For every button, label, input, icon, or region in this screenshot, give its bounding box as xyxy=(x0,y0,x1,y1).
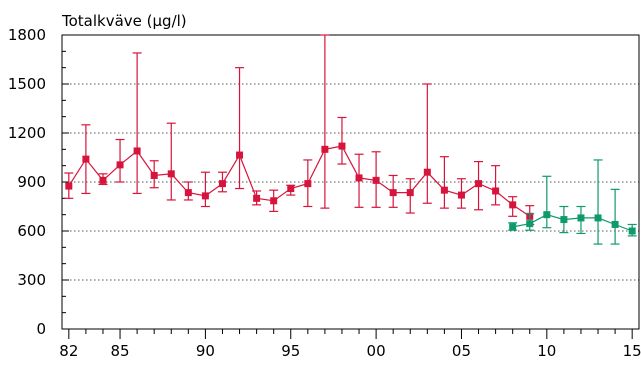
data-point xyxy=(594,214,602,222)
y-tick-label: 1500 xyxy=(8,75,46,93)
y-axis-ticks: 0 300 600 900 1200 1500 1800 xyxy=(8,26,69,338)
x-tick-label: 90 xyxy=(196,342,215,360)
data-point xyxy=(509,223,517,231)
data-point xyxy=(440,186,448,194)
data-point xyxy=(457,191,465,199)
data-point xyxy=(253,194,261,202)
data-point xyxy=(304,180,312,188)
data-point xyxy=(509,201,517,209)
data-point xyxy=(167,170,175,178)
series-line xyxy=(68,145,531,217)
data-point xyxy=(65,182,73,190)
gridlines xyxy=(62,83,639,281)
data-point xyxy=(287,185,295,193)
series-2 xyxy=(508,159,637,245)
data-point xyxy=(201,192,209,200)
data-point xyxy=(526,220,534,228)
data-point xyxy=(270,197,278,205)
y-tick-label: 300 xyxy=(17,271,46,289)
data-point xyxy=(406,189,414,197)
data-point xyxy=(389,189,397,197)
data-point xyxy=(611,220,619,228)
data-point xyxy=(184,189,192,197)
x-axis-ticks: 82 85 90 95 00 05 10 15 xyxy=(59,329,641,360)
data-point xyxy=(355,174,363,182)
data-point xyxy=(82,155,90,163)
x-tick-label: 15 xyxy=(623,342,641,360)
data-point xyxy=(560,216,568,224)
data-point xyxy=(218,180,226,188)
data-point xyxy=(492,187,500,195)
data-point xyxy=(99,176,107,184)
chart-title: Totalkväve (µg/l) xyxy=(61,12,187,30)
series-1 xyxy=(64,34,535,226)
x-tick-label: 95 xyxy=(281,342,300,360)
data-point xyxy=(116,161,124,169)
data-point xyxy=(543,211,551,219)
y-tick-label: 900 xyxy=(17,173,46,191)
series-layer xyxy=(64,34,637,245)
data-point xyxy=(150,171,158,179)
x-tick-label: 00 xyxy=(367,342,386,360)
y-tick-label: 1200 xyxy=(8,124,46,142)
data-point xyxy=(475,180,483,188)
x-tick-label: 82 xyxy=(59,342,78,360)
data-point xyxy=(628,227,636,235)
data-point xyxy=(133,147,141,155)
data-point xyxy=(321,145,329,153)
x-tick-label: 85 xyxy=(110,342,129,360)
data-point xyxy=(423,168,431,176)
data-point xyxy=(372,176,380,184)
data-point xyxy=(577,214,585,222)
y-tick-label: 0 xyxy=(36,320,46,338)
y-tick-label: 1800 xyxy=(8,26,46,44)
x-tick-label: 10 xyxy=(537,342,556,360)
data-point xyxy=(236,151,244,159)
x-tick-label: 05 xyxy=(452,342,471,360)
y-tick-label: 600 xyxy=(17,222,46,240)
data-point xyxy=(338,142,346,150)
